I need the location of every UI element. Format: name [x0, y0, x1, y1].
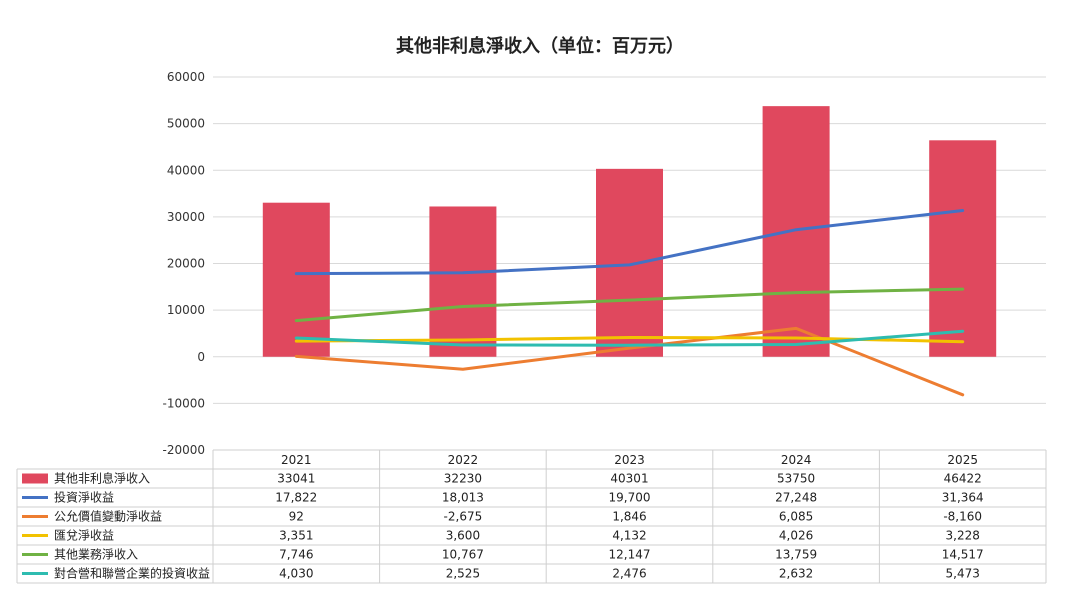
data-label: 6,085: [779, 510, 813, 524]
bar: [429, 206, 497, 357]
x-category-label: 2022: [448, 453, 479, 467]
data-label: 4,132: [612, 529, 646, 543]
legend-swatch: [22, 473, 48, 484]
y-tick-label: -10000: [162, 396, 205, 410]
data-label: 27,248: [775, 491, 817, 505]
y-tick-label: 50000: [167, 117, 205, 131]
data-label: 12,147: [609, 548, 651, 562]
data-label: 14,517: [942, 548, 984, 562]
data-label: 4,030: [279, 567, 313, 581]
bar: [596, 168, 663, 357]
y-tick-label: 20000: [167, 257, 205, 271]
series-line: [294, 329, 965, 347]
data-label: 3,600: [446, 529, 480, 543]
data-label: 10,767: [442, 548, 484, 562]
data-label: 32230: [444, 472, 482, 486]
data-label: -8,160: [943, 510, 982, 524]
series-line: [294, 287, 965, 323]
y-tick-label: 10000: [167, 303, 205, 317]
legend-label: 匯兌淨收益: [54, 529, 114, 543]
data-label: -2,675: [444, 510, 483, 524]
data-label: 5,473: [946, 567, 980, 581]
data-label: 3,351: [279, 529, 313, 543]
bar-layer: [262, 106, 997, 357]
data-table: 2021 2022 2023 2024 2025 其他非利息淨收入 33041 32230 40…: [16, 449, 1047, 584]
data-label: 17,822: [275, 491, 317, 505]
data-label: 2,632: [779, 567, 813, 581]
bar: [262, 202, 330, 357]
line-layer: [294, 209, 965, 397]
data-label: 13,759: [775, 548, 817, 562]
x-category-label: 2021: [281, 453, 312, 467]
legend-label: 對合營和聯營企業的投資收益: [54, 566, 210, 581]
series-line: [294, 209, 965, 276]
data-label: 19,700: [609, 491, 651, 505]
x-category-label: 2024: [781, 453, 812, 467]
data-label: 4,026: [779, 529, 813, 543]
y-tick-label: 30000: [167, 210, 205, 224]
bar: [929, 140, 997, 357]
x-category-label: 2023: [614, 453, 645, 467]
x-category-label: 2025: [947, 453, 978, 467]
data-label: 31,364: [942, 491, 984, 505]
data-label: 40301: [610, 472, 648, 486]
legend-label: 投資淨收益: [54, 490, 114, 505]
bar: [762, 106, 830, 357]
data-label: 18,013: [442, 491, 484, 505]
data-label: 92: [289, 510, 304, 524]
series-line: [294, 326, 965, 397]
chart-title: 其他非利息淨收入（单位：百万元）: [396, 35, 684, 57]
data-label: 53750: [777, 472, 815, 486]
data-label: 46422: [944, 472, 982, 486]
data-label: 3,228: [946, 529, 980, 543]
legend-label: 其他非利息淨收入: [54, 471, 150, 486]
data-label: 1,846: [612, 510, 646, 524]
y-tick-label: -20000: [162, 443, 205, 457]
legend-label: 其他業務淨收入: [54, 548, 138, 562]
data-label: 2,525: [446, 567, 480, 581]
y-tick-label: 0: [197, 350, 205, 364]
data-label: 7,746: [279, 548, 313, 562]
legend-label: 公允價值變動淨收益: [54, 509, 162, 524]
data-label: 2,476: [612, 567, 646, 581]
y-tick-label: 40000: [167, 163, 205, 177]
y-tick-label: 60000: [167, 70, 205, 84]
data-label: 33041: [277, 472, 315, 486]
